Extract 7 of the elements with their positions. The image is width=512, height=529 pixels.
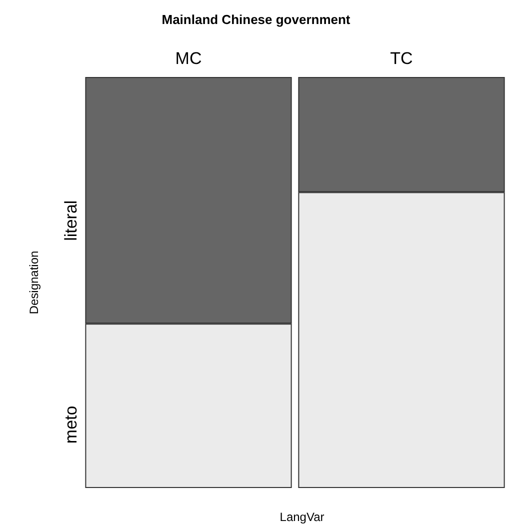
x-tick-label: TC: [390, 49, 413, 68]
text: literal: [62, 200, 81, 241]
y-axis-title: Designation: [27, 250, 41, 314]
x-tick-label: MC: [175, 49, 202, 68]
text: meto: [62, 406, 81, 444]
chart-title: Mainland Chinese government: [162, 12, 351, 27]
x-axis-title: LangVar: [280, 510, 324, 524]
